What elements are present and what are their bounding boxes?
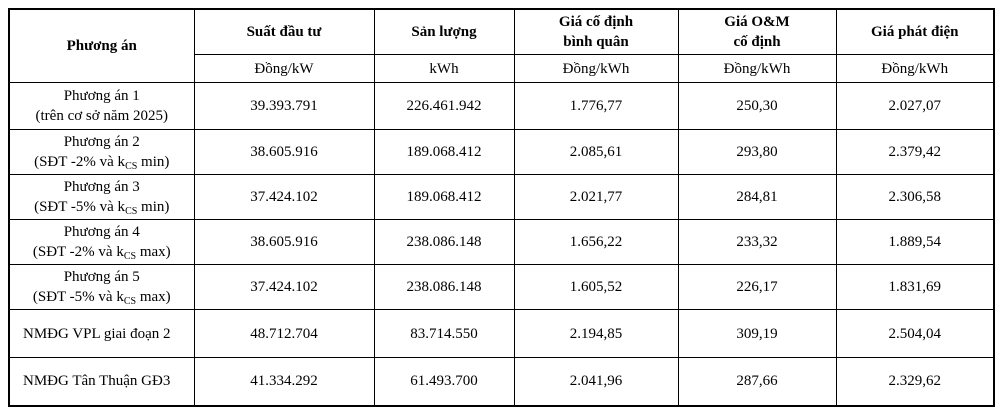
table-row: Phương án 3 (SĐT -5% và kCS min) 37.424.1… <box>8 174 995 220</box>
cell-suat-dau-tu: 48.712.704 <box>193 309 375 358</box>
column-header-suat-dau-tu: Suất đầu tư <box>193 8 375 55</box>
column-header-gia-phat-dien: Giá phát điện <box>835 8 995 55</box>
table-row: Phương án 1 (trên cơ sở năm 2025) 39.393.… <box>8 82 995 130</box>
cell-gia-phat-dien: 2.379,42 <box>835 129 995 175</box>
cell-san-luong: 226.461.942 <box>373 82 515 130</box>
cell-gia-co-dinh-binh-quan: 2.021,77 <box>513 174 679 220</box>
price-comparison-table: Phương án Suất đầu tư Sản lượng Giá cố đ… <box>8 8 995 407</box>
table-row: NMĐG VPL giai đoạn 2 48.712.704 83.714.5… <box>8 309 995 358</box>
column-header-label: Giá phát điện <box>870 24 959 40</box>
cell-san-luong: 83.714.550 <box>373 309 515 358</box>
row-label-line2-post: max) <box>136 289 171 305</box>
table-row: Phương án 4 (SĐT -2% và kCS max) 38.605.9… <box>8 219 995 265</box>
unit-gia-co-dinh-binh-quan: Đồng/kWh <box>513 54 679 83</box>
cell-gia-co-dinh-binh-quan: 2.041,96 <box>513 357 679 406</box>
row-label-line2: (SĐT -2% và kCS max) <box>14 242 190 262</box>
row-label-subscript: CS <box>123 296 137 307</box>
cell-suat-dau-tu: 37.424.102 <box>193 264 375 310</box>
column-header-label-line2: cố định <box>733 34 781 50</box>
table-row: Phương án 5 (SĐT -5% và kCS max) 37.424.1… <box>8 264 995 310</box>
cell-gia-co-dinh-binh-quan: 2.194,85 <box>513 309 679 358</box>
row-label-line1: Phương án 2 <box>63 134 140 150</box>
row-label-subscript: CS <box>125 161 138 172</box>
row-label-line2-post: min) <box>137 199 170 215</box>
row-label-line1: NMĐG VPL giai đoạn 2 <box>23 325 171 342</box>
cell-gia-co-dinh-binh-quan: 2.085,61 <box>513 129 679 175</box>
unit-suat-dau-tu: Đồng/kW <box>193 54 375 83</box>
cell-san-luong: 189.068.412 <box>373 129 515 175</box>
cell-gia-co-dinh-binh-quan: 1.605,52 <box>513 264 679 310</box>
row-label-line2-pre: (SĐT -2% và k <box>34 154 126 170</box>
row-label-line1: NMĐG Tân Thuận GĐ3 <box>23 373 171 390</box>
cell-gia-phat-dien: 2.306,58 <box>835 174 995 220</box>
cell-gia-phat-dien: 1.831,69 <box>835 264 995 310</box>
unit-gia-phat-dien: Đồng/kWh <box>835 54 995 83</box>
cell-san-luong: 238.086.148 <box>373 264 515 310</box>
row-label-subscript: CS <box>125 206 138 217</box>
row-label: Phương án 5 (SĐT -5% và kCS max) <box>8 264 195 310</box>
cell-gia-om-co-dinh: 309,19 <box>677 309 837 358</box>
cell-gia-om-co-dinh: 287,66 <box>677 357 837 406</box>
cell-suat-dau-tu: 38.605.916 <box>193 219 375 265</box>
column-header-label-line2: bình quân <box>563 34 629 50</box>
row-label-line1: Phương án 5 <box>63 269 140 285</box>
cell-suat-dau-tu: 37.424.102 <box>193 174 375 220</box>
cell-gia-co-dinh-binh-quan: 1.656,22 <box>513 219 679 265</box>
row-label: Phương án 4 (SĐT -2% và kCS max) <box>8 219 195 265</box>
row-label: NMĐG VPL giai đoạn 2 <box>8 309 195 358</box>
row-label-line2-pre: (SĐT -5% và k <box>34 199 126 215</box>
column-header-label: Suất đầu tư <box>246 24 322 40</box>
row-label: Phương án 3 (SĐT -5% và kCS min) <box>8 174 195 220</box>
cell-gia-om-co-dinh: 284,81 <box>677 174 837 220</box>
column-header-label: Giá O&M <box>724 14 790 30</box>
cell-san-luong: 61.493.700 <box>373 357 515 406</box>
row-label-line2: (SĐT -2% và kCS min) <box>14 152 190 172</box>
cell-gia-om-co-dinh: 226,17 <box>677 264 837 310</box>
column-header-gia-co-dinh-binh-quan: Giá cố định bình quân <box>513 8 679 55</box>
row-label-line2: (trên cơ sở năm 2025) <box>14 106 190 126</box>
row-label-line2-pre: (SĐT -5% và k <box>32 289 124 305</box>
unit-gia-om-co-dinh: Đồng/kWh <box>677 54 837 83</box>
row-label-line2-pre: (trên cơ sở năm 2025) <box>35 108 169 124</box>
cell-suat-dau-tu: 38.605.916 <box>193 129 375 175</box>
column-header-label: Giá cố định <box>558 14 634 30</box>
column-header-gia-om-co-dinh: Giá O&M cố định <box>677 8 837 55</box>
row-label-line1: Phương án 1 <box>63 88 140 104</box>
table-row: Phương án 2 (SĐT -2% và kCS min) 38.605.9… <box>8 129 995 175</box>
row-label-line1: Phương án 4 <box>63 224 140 240</box>
cell-san-luong: 189.068.412 <box>373 174 515 220</box>
row-label-line2: (SĐT -5% và kCS min) <box>14 197 190 217</box>
cell-gia-om-co-dinh: 250,30 <box>677 82 837 130</box>
column-header-label: Phương án <box>66 38 137 54</box>
row-label: Phương án 2 (SĐT -2% và kCS min) <box>8 129 195 175</box>
cell-gia-om-co-dinh: 233,32 <box>677 219 837 265</box>
row-label-subscript: CS <box>123 251 137 262</box>
cell-suat-dau-tu: 41.334.292 <box>193 357 375 406</box>
cell-gia-phat-dien: 2.027,07 <box>835 82 995 130</box>
cell-gia-om-co-dinh: 293,80 <box>677 129 837 175</box>
cell-gia-phat-dien: 2.329,62 <box>835 357 995 406</box>
row-label: NMĐG Tân Thuận GĐ3 <box>8 357 195 406</box>
column-header-phuong-an: Phương án <box>8 8 195 83</box>
row-label-line2-post: max) <box>136 244 171 260</box>
header-row-labels: Phương án Suất đầu tư Sản lượng Giá cố đ… <box>8 8 995 83</box>
cell-suat-dau-tu: 39.393.791 <box>193 82 375 130</box>
row-label: Phương án 1 (trên cơ sở năm 2025) <box>8 82 195 130</box>
cell-gia-co-dinh-binh-quan: 1.776,77 <box>513 82 679 130</box>
column-header-san-luong: Sản lượng <box>373 8 515 55</box>
table-row: NMĐG Tân Thuận GĐ3 41.334.292 61.493.700… <box>8 357 995 406</box>
row-label-line1: Phương án 3 <box>63 179 140 195</box>
cell-san-luong: 238.086.148 <box>373 219 515 265</box>
unit-san-luong: kWh <box>373 54 515 83</box>
header-row-units: Đồng/kW kWh Đồng/kWh Đồng/kWh Đồng/kWh <box>9 54 995 83</box>
row-label-line2-pre: (SĐT -2% và k <box>32 244 124 260</box>
column-header-label: Sản lượng <box>411 24 477 40</box>
row-label-line2: (SĐT -5% và kCS max) <box>14 287 190 307</box>
row-label-line2-post: min) <box>137 154 170 170</box>
cell-gia-phat-dien: 2.504,04 <box>835 309 995 358</box>
cell-gia-phat-dien: 1.889,54 <box>835 219 995 265</box>
